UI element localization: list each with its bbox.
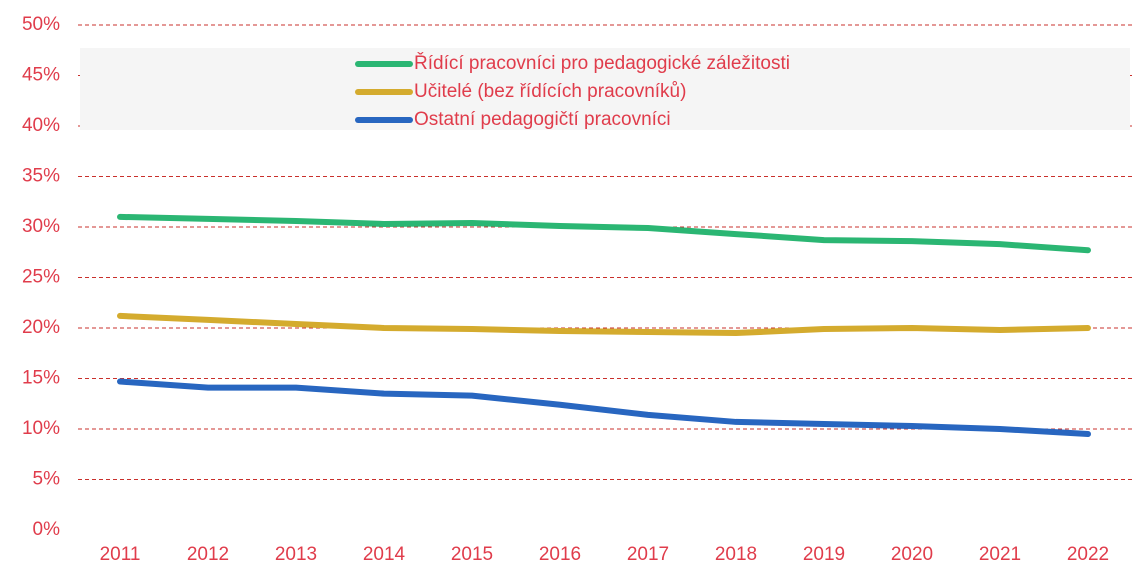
x-tick-label: 2018 (715, 544, 757, 565)
x-tick-label: 2014 (363, 544, 406, 565)
legend-label: Ostatní pedagogičtí pracovníci (414, 109, 671, 130)
y-tick-label: 20% (22, 317, 60, 338)
x-tick-label: 2017 (627, 544, 669, 565)
series-line (117, 312, 1091, 337)
series-line (117, 213, 1091, 254)
series-line (117, 378, 1091, 438)
legend-background (80, 48, 1130, 130)
x-tick-label: 2020 (891, 544, 933, 565)
x-tick-label: 2012 (187, 544, 229, 565)
y-tick-label: 30% (22, 216, 60, 237)
y-tick-label: 35% (22, 166, 60, 187)
legend-label: Učitelé (bez řídících pracovníků) (414, 81, 686, 102)
x-tick-label: 2016 (539, 544, 581, 565)
x-tick-label: 2015 (451, 544, 493, 565)
x-tick-label: 2013 (275, 544, 317, 565)
y-tick-label: 45% (22, 65, 60, 86)
x-tick-label: 2021 (979, 544, 1021, 565)
y-tick-label: 50% (22, 14, 60, 35)
y-tick-label: 15% (22, 368, 60, 389)
y-tick-label: 40% (22, 115, 60, 136)
y-tick-label: 5% (33, 469, 61, 490)
y-tick-label: 0% (33, 519, 61, 540)
x-tick-label: 2022 (1067, 544, 1109, 565)
y-tick-label: 10% (22, 418, 60, 439)
x-tick-label: 2011 (100, 544, 141, 565)
legend-label: Řídící pracovníci pro pedagogické záleži… (414, 52, 790, 74)
y-tick-label: 25% (22, 267, 60, 288)
x-tick-label: 2019 (803, 544, 845, 565)
